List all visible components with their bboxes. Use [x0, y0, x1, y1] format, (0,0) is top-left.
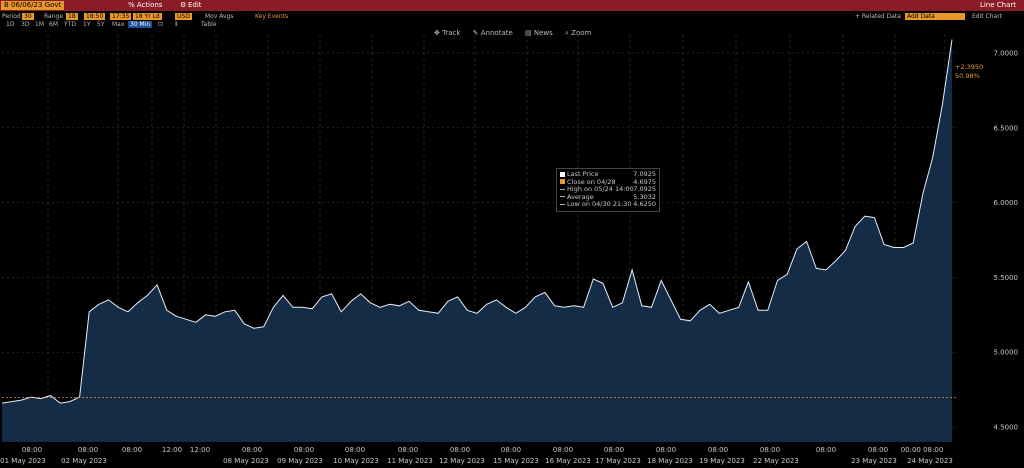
chart-toolbar: ✥ Track ✎ Annotate ▤ News ⌕ Zoom [434, 29, 601, 38]
vertical-gridlines [47, 34, 946, 442]
settings-bar: Period 30 Range 18 18:50 17:35 18 Yr Ld … [0, 12, 1024, 21]
range-button-5y[interactable]: 5Y [97, 21, 105, 28]
x-time-label: 08:00 [760, 446, 780, 454]
related-data-button[interactable]: + Related Data [855, 13, 901, 20]
x-time-label: 08:00 [868, 446, 888, 454]
range-button-1y[interactable]: 1Y [83, 21, 91, 28]
chart-type-label: Line Chart [979, 1, 1016, 9]
x-time-label: 08:00 [22, 446, 42, 454]
x-time-label: 08:00 [122, 446, 142, 454]
x-date-label: 16 May 2023 [545, 457, 591, 465]
period-field[interactable]: 30 [22, 13, 34, 20]
x-time-label: 08:00 [398, 446, 418, 454]
x-date-label: 17 May 2023 [595, 457, 641, 465]
x-time-label: 08:00 [450, 446, 470, 454]
x-time-label: 08:00 [553, 446, 573, 454]
x-date-label: 12 May 2023 [439, 457, 485, 465]
range-to-field[interactable]: 17:35 [110, 13, 132, 20]
x-date-label: 18 May 2023 [647, 457, 693, 465]
bar-style-icon[interactable]: ⫴ [175, 21, 178, 28]
x-date-label: 22 May 2023 [753, 457, 799, 465]
tooltip-row-close: Close on 04/28 4.6975 [560, 178, 656, 187]
y-tick-label: 5.5000 [994, 274, 1019, 282]
range-label: Range [44, 13, 64, 20]
x-axis-time-labels: 08:00 08:00 08:00 12:00 12:00 08:00 08:00 08:00… [22, 446, 943, 454]
chart-style-icon[interactable]: ⊡ [158, 21, 164, 28]
tooltip-row-average: Average 5.3032 [560, 193, 656, 202]
price-area [2, 39, 952, 442]
news-button[interactable]: ▤ News [525, 29, 553, 37]
y-tick-label: 5.0000 [994, 349, 1019, 357]
range-to-time-field[interactable]: 18 Yr Ld [133, 13, 162, 20]
x-date-label: 23 May 2023 [851, 457, 897, 465]
y-tick-label: 4.5000 [994, 424, 1019, 432]
average-marker-icon [560, 196, 565, 198]
pct-change-label: 50.98% [953, 72, 982, 80]
high-marker-icon [560, 188, 565, 190]
x-time-label: 08:00 [501, 446, 521, 454]
x-time-label: 08:00 [656, 446, 676, 454]
range-button-ytd[interactable]: YTD [64, 21, 76, 28]
x-time-label: 08:00 [708, 446, 728, 454]
x-time-label: 08:00 [604, 446, 624, 454]
x-date-label: 01 May 2023 [0, 457, 46, 465]
range-buttons-bar: 1D 3D 1M 6M YTD 1Y 5Y Max 30 Min ⊡ ⫴ Tab… [0, 21, 1024, 29]
edit-chart-button[interactable]: Edit Chart [972, 13, 1003, 20]
orange-swatch-icon [560, 179, 565, 185]
y-tick-label: 7.0000 [994, 49, 1019, 57]
x-time-label: 12:00 [190, 446, 210, 454]
x-date-label: 10 May 2023 [333, 457, 379, 465]
currency-field[interactable]: USD [175, 13, 192, 20]
annotate-button[interactable]: ✎ Annotate [472, 29, 513, 37]
low-marker-icon [560, 203, 565, 205]
change-label: +2.3950 [953, 63, 986, 71]
range-from-time-field[interactable]: 18:50 [84, 13, 106, 20]
x-date-label: 19 May 2023 [699, 457, 745, 465]
edit-menu[interactable]: Edit [188, 1, 202, 9]
y-axis-ticks: 4.5000 5.0000 5.5000 6.0000 6.5000 7.0000 [994, 49, 1019, 431]
price-line [1, 39, 953, 404]
x-date-label: 15 May 2023 [493, 457, 539, 465]
table-button[interactable]: Table [201, 21, 217, 28]
tooltip-row-high: High on 05/24 14:00 7.0925 [560, 185, 656, 194]
x-time-label: 08:00 [816, 446, 836, 454]
key-events-toggle[interactable]: Key Events [255, 13, 289, 20]
period-label: Period [2, 13, 21, 20]
interval-select[interactable]: 30 Min [128, 21, 153, 28]
range-button-max[interactable]: Max [112, 21, 125, 28]
tooltip-row-low: Low on 04/30 21:30 4.6250 [560, 201, 656, 209]
range-from-field[interactable]: 18 [66, 13, 78, 20]
track-button[interactable]: ✥ Track [434, 29, 461, 37]
x-axis-date-labels: 01 May 2023 02 May 2023 08 May 2023 09 May … [0, 457, 953, 465]
range-button-1d[interactable]: 1D [6, 21, 15, 28]
gear-icon[interactable]: ⚙ [180, 1, 187, 9]
x-time-label: 12:00 [162, 446, 182, 454]
price-tooltip: Last Price 7.0925 Close on 04/28 4.6975 … [556, 168, 660, 212]
x-date-label: 08 May 2023 [223, 457, 269, 465]
ticker-field[interactable]: B 06/06/23 Govt [1, 1, 65, 10]
x-date-label: 11 May 2023 [387, 457, 433, 465]
white-swatch-icon [560, 171, 565, 177]
range-button-1m[interactable]: 1M [35, 21, 44, 28]
tooltip-row-last: Last Price 7.0925 [560, 170, 656, 179]
mov-avgs-toggle[interactable]: Mov Avgs [205, 13, 234, 20]
x-time-label: 08:00 [345, 446, 365, 454]
title-bar: B 06/06/23 Govt % Actions ⚙ Edit Line Ch… [0, 0, 1024, 11]
x-time-label: 08:00 [242, 446, 262, 454]
range-button-6m[interactable]: 6M [49, 21, 58, 28]
x-date-label: 09 May 2023 [277, 457, 323, 465]
x-date-label: 02 May 2023 [61, 457, 107, 465]
x-time-label: 08:00 [78, 446, 98, 454]
x-time-label: 00:00 08:00 [901, 446, 944, 454]
zoom-button[interactable]: ⌕ Zoom [565, 29, 592, 37]
add-data-field[interactable]: Add Data [905, 13, 965, 20]
range-button-3d[interactable]: 3D [21, 21, 30, 28]
x-time-label: 08:00 [294, 446, 314, 454]
y-tick-label: 6.0000 [994, 199, 1019, 207]
x-date-label: 24 May 2023 [907, 457, 953, 465]
actions-menu[interactable]: % Actions [128, 1, 163, 9]
y-tick-label: 6.5000 [994, 124, 1019, 132]
